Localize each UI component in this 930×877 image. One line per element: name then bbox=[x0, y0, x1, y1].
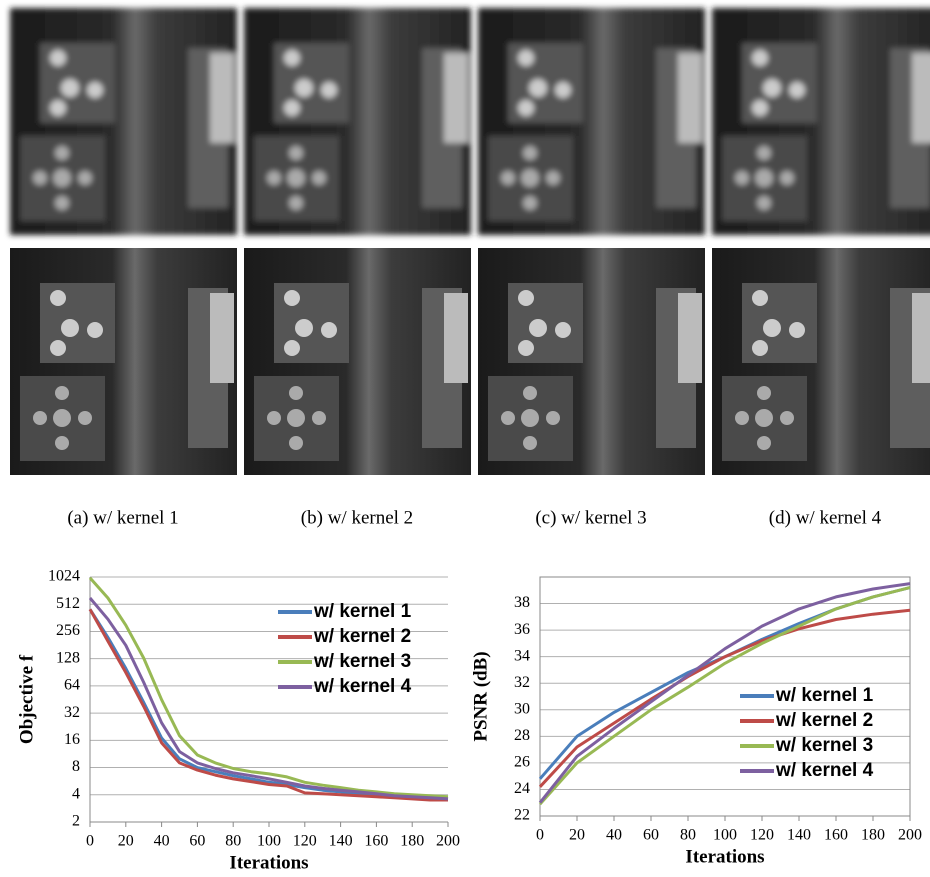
caption: (a) w/ kernel 1 bbox=[67, 507, 178, 528]
x-tick-label: 140 bbox=[787, 827, 811, 844]
series-line bbox=[538, 582, 911, 804]
legend-label: w/ kernel 2 bbox=[313, 626, 411, 647]
x-tick-label: 20 bbox=[569, 827, 585, 844]
x-tick-label: 60 bbox=[643, 827, 659, 844]
series-line bbox=[88, 608, 448, 802]
x-tick-label: 140 bbox=[329, 833, 353, 850]
legend-label: w/ kernel 3 bbox=[313, 651, 411, 672]
y-tick-label: 34 bbox=[514, 647, 530, 664]
x-tick-label: 120 bbox=[293, 833, 317, 850]
x-tick-label: 100 bbox=[257, 833, 281, 850]
y-tick-label: 24 bbox=[514, 780, 530, 797]
x-axis-title: Iterations bbox=[685, 846, 764, 867]
restored-images bbox=[10, 248, 930, 475]
y-axis-title: Objective f bbox=[16, 654, 37, 744]
x-tick-label: 180 bbox=[400, 833, 424, 850]
x-tick-label: 20 bbox=[118, 833, 134, 850]
y-tick-label: 256 bbox=[56, 622, 80, 639]
caption: (d) w/ kernel 4 bbox=[769, 507, 882, 528]
y-tick-label: 8 bbox=[72, 758, 80, 775]
x-tick-label: 80 bbox=[680, 827, 696, 844]
x-tick-label: 120 bbox=[750, 827, 774, 844]
y-tick-label: 128 bbox=[56, 649, 80, 666]
y-tick-label: 32 bbox=[64, 704, 80, 721]
y-tick-label: 4 bbox=[72, 785, 80, 802]
y-tick-label: 22 bbox=[514, 807, 530, 824]
x-tick-label: 0 bbox=[86, 833, 94, 850]
x-tick-label: 200 bbox=[898, 827, 922, 844]
y-tick-label: 38 bbox=[514, 594, 530, 611]
series-line bbox=[88, 576, 449, 799]
x-tick-label: 160 bbox=[364, 833, 388, 850]
legend-label: w/ kernel 1 bbox=[775, 685, 874, 706]
y-axis-title: PSNR (dB) bbox=[470, 651, 491, 741]
y-tick-label: 1024 bbox=[48, 568, 80, 585]
blurred-images bbox=[10, 8, 930, 235]
y-tick-label: 32 bbox=[514, 674, 530, 691]
x-tick-label: 0 bbox=[536, 827, 544, 844]
legend-label: w/ kernel 4 bbox=[313, 676, 412, 697]
x-tick-label: 100 bbox=[713, 827, 737, 844]
series-line bbox=[538, 586, 911, 806]
x-tick-label: 160 bbox=[824, 827, 848, 844]
y-tick-label: 64 bbox=[64, 677, 80, 694]
y-tick-label: 36 bbox=[514, 621, 530, 638]
x-tick-label: 80 bbox=[225, 833, 241, 850]
x-tick-label: 60 bbox=[189, 833, 205, 850]
series-line bbox=[538, 608, 911, 788]
y-tick-label: 28 bbox=[514, 727, 530, 744]
legend-label: w/ kernel 3 bbox=[775, 735, 873, 756]
y-tick-label: 16 bbox=[64, 731, 80, 748]
y-tick-label: 2 bbox=[72, 813, 80, 830]
y-tick-label: 30 bbox=[514, 700, 530, 717]
x-tick-label: 40 bbox=[154, 833, 170, 850]
x-tick-label: 40 bbox=[606, 827, 622, 844]
caption: (b) w/ kernel 2 bbox=[301, 507, 413, 528]
x-axis-title: Iterations bbox=[229, 852, 308, 873]
legend-label: w/ kernel 4 bbox=[775, 760, 874, 781]
x-tick-label: 180 bbox=[861, 827, 885, 844]
series-line bbox=[88, 597, 449, 801]
caption: (c) w/ kernel 3 bbox=[535, 507, 646, 528]
legend-label: w/ kernel 2 bbox=[775, 710, 873, 731]
y-tick-label: 512 bbox=[56, 595, 80, 612]
legend-label: w/ kernel 1 bbox=[313, 601, 412, 622]
y-tick-label: 26 bbox=[514, 754, 530, 771]
x-tick-label: 200 bbox=[436, 833, 460, 850]
